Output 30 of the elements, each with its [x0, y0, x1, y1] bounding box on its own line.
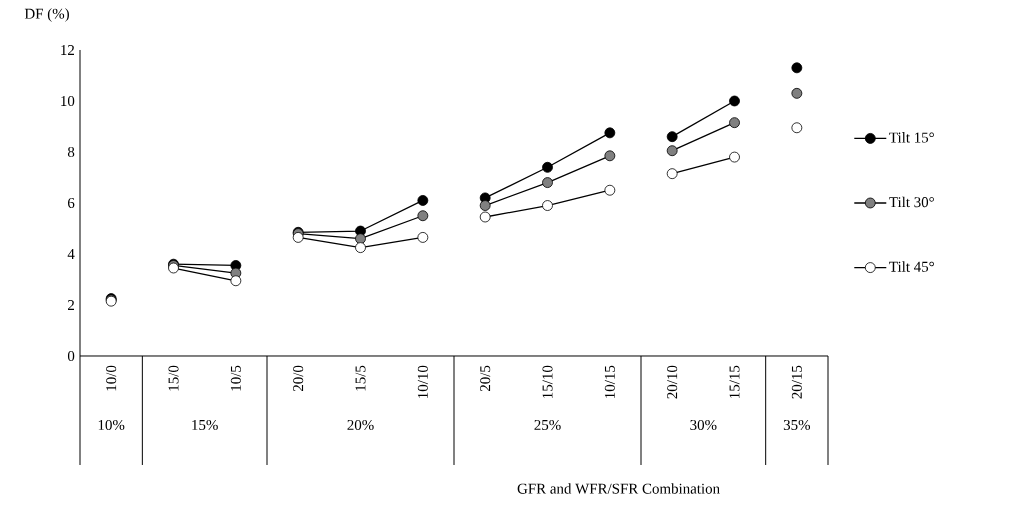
- x-tick-label: 15/15: [729, 365, 740, 398]
- text: GFR and WFR/SFR Combination: [517, 483, 720, 494]
- y-tick-label: 12: [61, 45, 74, 55]
- x-tick-label: 15/10: [542, 365, 553, 398]
- text: 20%: [347, 419, 374, 431]
- legend-label: Tilt 45°: [889, 261, 934, 272]
- x-tick-label: 10/10: [417, 365, 428, 398]
- legend-label: Tilt 15°: [889, 132, 934, 143]
- x-tick-label: 20/0: [293, 365, 304, 392]
- text: 15%: [192, 419, 218, 431]
- x-tick-label: 15/0: [168, 365, 179, 391]
- y-tick-label: 10: [61, 95, 75, 107]
- y-tick-label: 8: [67, 146, 75, 158]
- text: 10%: [98, 419, 125, 431]
- y-tick-label: 0: [67, 350, 75, 362]
- x-tick-label: 10/0: [106, 365, 117, 391]
- text: 35%: [783, 419, 811, 431]
- x-tick-label: 15/5: [355, 365, 366, 391]
- y-axis-title: DF (%): [24, 8, 69, 22]
- x-tick-label: 10/5: [230, 365, 241, 391]
- x-tick-label: 20/10: [667, 365, 678, 399]
- x-tick-label: 10/15: [604, 365, 615, 398]
- x-tick-label: 20/15: [791, 365, 802, 399]
- text: 30%: [690, 419, 717, 431]
- y-tick-label: 2: [68, 300, 74, 310]
- y-tick-label: 4: [67, 249, 75, 259]
- y-tick-label: 6: [68, 197, 75, 208]
- legend-label: Tilt 30°: [889, 196, 934, 208]
- x-tick-label: 20/5: [480, 365, 491, 392]
- text: 25%: [534, 419, 561, 431]
